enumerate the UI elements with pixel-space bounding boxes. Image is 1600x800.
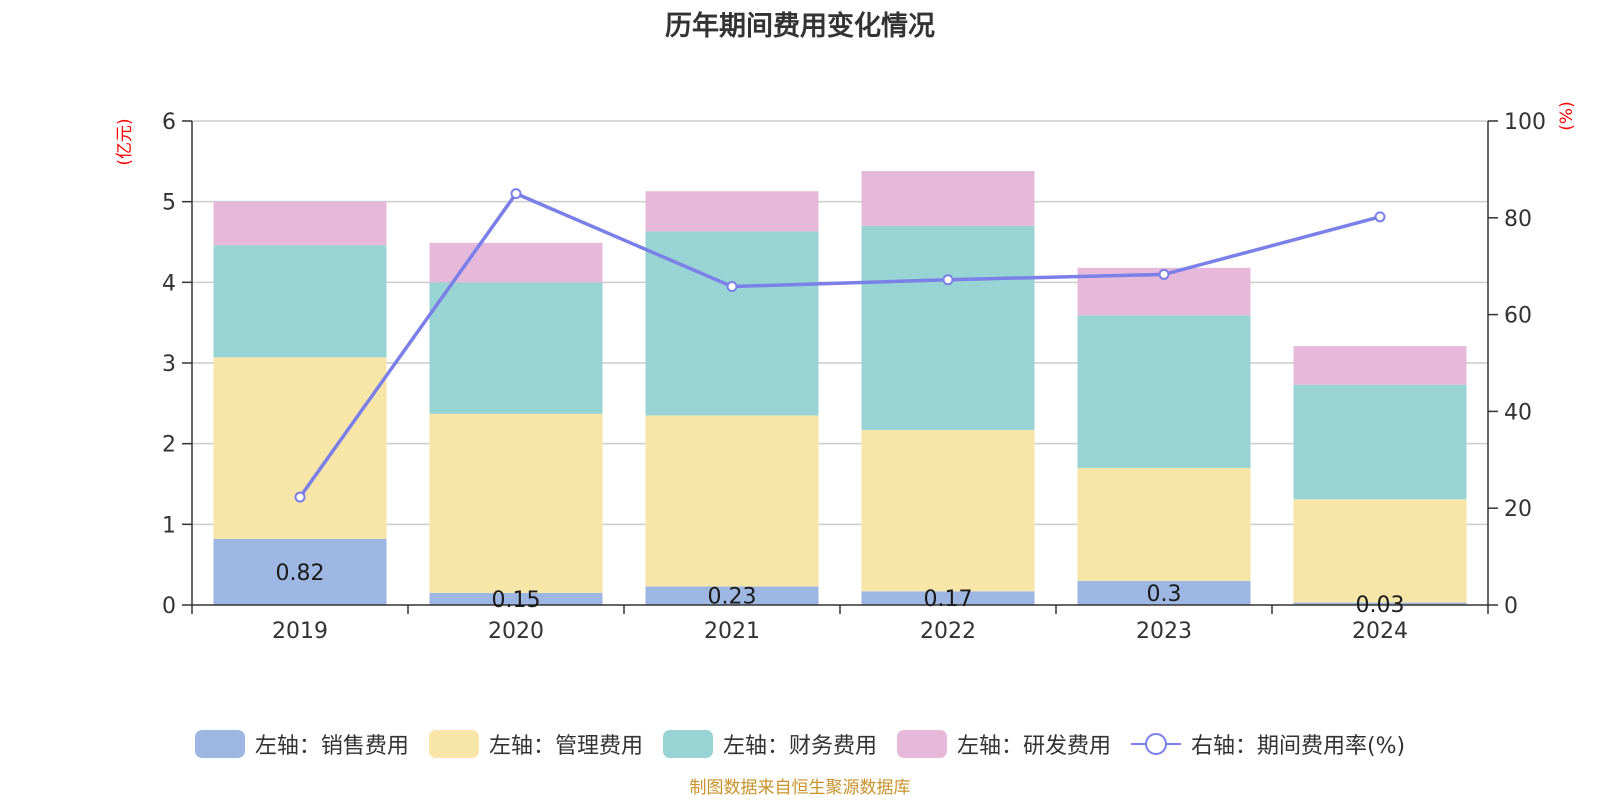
- bar-finance-2023: [1077, 315, 1251, 468]
- rate-point-2021: [726, 281, 738, 293]
- x-axis-tick-label: 2022: [920, 619, 976, 644]
- bar-rnd-2021: [645, 191, 819, 232]
- chart-title: 历年期间费用变化情况: [665, 11, 935, 42]
- legend-label: 右轴：期间费用率(%): [1190, 734, 1406, 759]
- left-axis-tick-label: 5: [162, 191, 176, 216]
- legend-label: 左轴：财务费用: [722, 734, 877, 759]
- bar-sales-2021: [645, 586, 819, 605]
- legend: 左轴：销售费用 左轴：管理费用 左轴：财务费用 左轴：研发费用 右轴：期间费用率(%): [0, 726, 1600, 762]
- rate-point-2020: [510, 188, 522, 200]
- data-source-note: 制图数据来自恒生聚源数据库: [689, 778, 911, 798]
- x-axis-tick-label: 2023: [1136, 619, 1192, 644]
- legend-label: 左轴：研发费用: [956, 734, 1111, 759]
- bar-admin-2023: [1077, 467, 1251, 581]
- left-axis-unit-label: (亿元): [115, 118, 135, 165]
- bar-sales-2022: [861, 591, 1035, 605]
- left-axis-tick-label: 4: [162, 271, 176, 296]
- legend-swatch-rate: [1130, 733, 1181, 755]
- bar-series: [213, 171, 1467, 605]
- rate-point-2024: [1374, 211, 1386, 223]
- legend-item-rnd[interactable]: 左轴：研发费用: [896, 728, 1111, 760]
- legend-swatch-finance: [662, 730, 713, 758]
- data-label-sales-2022: 0.17: [924, 587, 973, 612]
- x-axis-tick-label: 2019: [272, 619, 328, 644]
- right-axis-tick-label: 40: [1504, 400, 1532, 425]
- legend-swatch-admin: [428, 730, 479, 758]
- bar-rnd-2019: [213, 201, 387, 246]
- x-axis-tick-label: 2020: [488, 619, 544, 644]
- legend-item-sales[interactable]: 左轴：销售费用: [194, 728, 409, 760]
- right-axis-tick-label: 80: [1504, 207, 1532, 232]
- bar-rnd-2022: [861, 171, 1035, 226]
- bar-sales-2024: [1293, 602, 1467, 605]
- bar-sales-2020: [429, 592, 603, 605]
- legend-item-rate[interactable]: 右轴：期间费用率(%): [1130, 728, 1406, 760]
- left-axis-tick-label: 6: [162, 110, 176, 135]
- x-axis-tick-label: 2024: [1352, 619, 1408, 644]
- bar-finance-2024: [1293, 384, 1467, 500]
- data-label-sales-2021: 0.23: [708, 585, 757, 610]
- data-label-sales-2024: 0.03: [1356, 593, 1405, 618]
- x-axis-tick-label: 2021: [704, 619, 760, 644]
- legend-swatch-sales: [194, 730, 245, 758]
- left-axis-tick-label: 0: [162, 594, 176, 619]
- legend-item-admin[interactable]: 左轴：管理费用: [428, 728, 643, 760]
- right-axis-tick-label: 20: [1504, 497, 1532, 522]
- data-label-sales-2019: 0.82: [276, 561, 325, 586]
- bar-sales-2023: [1077, 580, 1251, 605]
- bar-admin-2021: [645, 415, 819, 587]
- left-axis-tick-label: 1: [162, 513, 176, 538]
- rate-line-series: [294, 188, 1386, 503]
- rate-line: [298, 191, 1381, 499]
- rate-point-2023: [1158, 268, 1170, 280]
- bar-admin-2024: [1293, 499, 1467, 603]
- bar-finance-2019: [213, 245, 387, 358]
- data-label-sales-2020: 0.15: [492, 588, 541, 613]
- bar-finance-2020: [429, 282, 603, 414]
- left-axis-tick-label: 2: [162, 433, 176, 458]
- data-labels: 0.82 0.15 0.23 0.17 0.3 0.03: [276, 561, 1405, 618]
- rate-point-2019: [294, 491, 306, 503]
- right-axis-tick-label: 0: [1504, 594, 1518, 619]
- right-axis-tick-label: 100: [1504, 110, 1546, 135]
- legend-label: 左轴：销售费用: [254, 734, 409, 759]
- rate-point-2022: [942, 274, 954, 286]
- legend-label: 左轴：管理费用: [488, 734, 643, 759]
- bar-finance-2022: [861, 225, 1035, 430]
- bar-sales-2019: [213, 538, 387, 605]
- legend-item-finance[interactable]: 左轴：财务费用: [662, 728, 877, 760]
- right-axis-unit-label: (%): [1557, 101, 1577, 130]
- bar-admin-2020: [429, 413, 603, 593]
- legend-swatch-rnd: [896, 730, 947, 758]
- left-axis-tick-label: 3: [162, 352, 176, 377]
- data-label-sales-2023: 0.3: [1147, 582, 1182, 607]
- right-axis-tick-label: 60: [1504, 304, 1532, 329]
- bar-admin-2019: [213, 357, 387, 539]
- bar-rnd-2024: [1293, 346, 1467, 385]
- bar-admin-2022: [861, 429, 1035, 592]
